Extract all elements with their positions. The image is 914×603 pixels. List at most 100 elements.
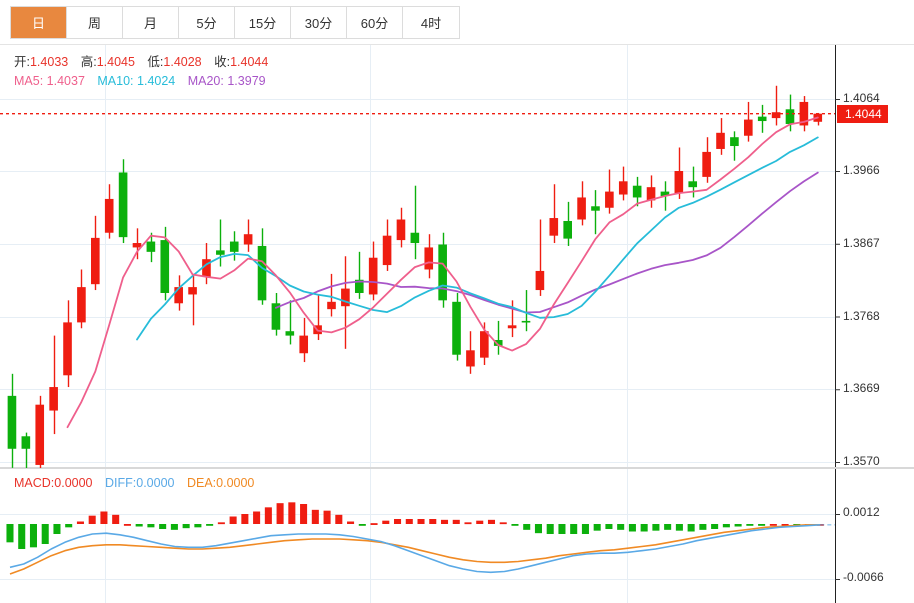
macd-histogram-bar <box>476 520 484 524</box>
candle-body[interactable] <box>202 259 211 277</box>
candle-body[interactable] <box>354 279 364 293</box>
candle-body[interactable] <box>493 340 503 346</box>
candle-body[interactable] <box>299 335 309 354</box>
macd-histogram-bar <box>440 519 449 524</box>
candle-body[interactable] <box>535 270 545 291</box>
candle-body[interactable] <box>743 119 753 136</box>
candle-body[interactable] <box>688 181 698 188</box>
candle-body[interactable] <box>410 232 420 244</box>
candle-body[interactable] <box>104 198 114 233</box>
macd-histogram-bar <box>170 524 178 530</box>
candle-body[interactable] <box>799 101 809 126</box>
current-price-badge: 1.4044 <box>837 104 888 123</box>
macd-histogram-bar <box>347 521 355 524</box>
tab-day[interactable]: 日 <box>11 7 67 38</box>
macd-chart-canvas[interactable] <box>0 469 914 603</box>
period-tab-bar: 日周月 5分 15分 30分 60分 4时 <box>0 0 914 45</box>
candle-body[interactable] <box>424 247 434 270</box>
candle-body[interactable] <box>771 112 781 119</box>
candle-body[interactable] <box>702 151 711 177</box>
dea-line <box>9 524 821 575</box>
candle-body[interactable] <box>188 287 197 295</box>
candle-body[interactable] <box>271 303 281 330</box>
candle-body[interactable] <box>591 206 600 211</box>
macd-histogram-bar <box>370 523 378 525</box>
candle-body[interactable] <box>382 235 392 266</box>
candle-body[interactable] <box>716 132 725 149</box>
ma5-line <box>66 116 819 429</box>
macd-histogram-bar <box>534 524 542 534</box>
candle-body[interactable] <box>327 301 336 310</box>
candle-body[interactable] <box>452 301 461 355</box>
price-chart-canvas[interactable] <box>0 45 914 468</box>
macd-histogram-bar <box>217 522 225 525</box>
candle-body[interactable] <box>605 191 614 208</box>
ma20-line <box>275 171 819 314</box>
candle-body[interactable] <box>438 244 447 301</box>
candle-body[interactable] <box>341 288 350 307</box>
macd-histogram-bar <box>675 524 683 531</box>
candle-body[interactable] <box>396 219 406 241</box>
macd-histogram-bar <box>6 524 14 543</box>
candle-body[interactable] <box>146 241 156 252</box>
macd-histogram-bar <box>135 524 143 527</box>
candle-body[interactable] <box>730 137 739 147</box>
tab-60min[interactable]: 60分 <box>347 7 403 38</box>
candle-body[interactable] <box>118 172 128 238</box>
candle-body[interactable] <box>466 350 475 367</box>
candle-body[interactable] <box>757 116 767 122</box>
candle-body[interactable] <box>632 185 642 198</box>
candle-body[interactable] <box>229 241 239 252</box>
candle-body[interactable] <box>660 191 670 196</box>
macd-histogram-bar <box>711 524 719 529</box>
candle-body[interactable] <box>7 395 17 449</box>
candle-body[interactable] <box>91 237 100 285</box>
candle-body[interactable] <box>49 387 58 411</box>
candle-body[interactable] <box>646 187 656 201</box>
candle-body[interactable] <box>35 404 45 465</box>
macd-histogram-bar <box>53 524 61 534</box>
candle-body[interactable] <box>21 436 31 449</box>
candle-body[interactable] <box>480 331 489 358</box>
candle-body[interactable] <box>368 257 378 295</box>
tab-5min[interactable]: 5分 <box>179 7 235 38</box>
period-tab-strip: 日周月 5分 15分 30分 60分 4时 <box>10 6 460 39</box>
candle-body[interactable] <box>216 250 225 255</box>
macd-histogram-bar <box>499 522 507 525</box>
candle-body[interactable] <box>132 243 142 248</box>
tab-week[interactable]: 周 <box>67 7 123 38</box>
macd-histogram-bar <box>88 515 96 524</box>
tab-30min[interactable]: 30分 <box>291 7 347 38</box>
macd-histogram-bar <box>593 524 601 531</box>
macd-histogram-bar <box>687 524 695 532</box>
macd-histogram-bar <box>311 509 319 524</box>
macd-indicator-panel[interactable] <box>0 468 914 603</box>
candle-body[interactable] <box>674 171 684 194</box>
candle-body[interactable] <box>577 197 586 220</box>
macd-histogram-bar <box>570 524 578 534</box>
candle-body[interactable] <box>160 240 170 293</box>
candle-body[interactable] <box>507 325 517 329</box>
tab-15min[interactable]: 15分 <box>235 7 291 38</box>
candle-body[interactable] <box>63 322 72 376</box>
candle-body[interactable] <box>174 287 183 304</box>
macd-histogram-bar <box>758 524 766 526</box>
candle-body[interactable] <box>549 218 559 236</box>
tab-month[interactable]: 月 <box>123 7 179 38</box>
macd-histogram-bar <box>405 519 413 524</box>
candle-body[interactable] <box>77 287 86 323</box>
tab-4hour[interactable]: 4时 <box>403 7 459 38</box>
candle-body[interactable] <box>521 320 531 323</box>
macd-histogram-bar <box>546 524 554 534</box>
candle-body[interactable] <box>785 109 795 124</box>
candle-body[interactable] <box>243 234 253 245</box>
ma10-line <box>136 136 819 341</box>
candle-body[interactable] <box>285 331 295 336</box>
macd-histogram-bar <box>123 524 131 526</box>
candle-body[interactable] <box>618 181 628 195</box>
price-chart-panel[interactable] <box>0 45 914 468</box>
macd-histogram-bar <box>206 524 214 526</box>
candle-body[interactable] <box>563 220 572 239</box>
candle-body[interactable] <box>257 245 267 301</box>
